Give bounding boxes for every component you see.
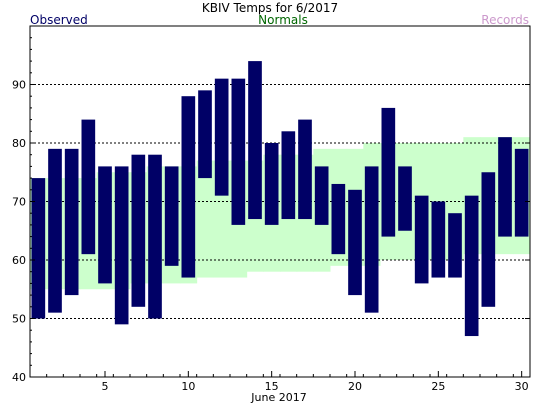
observed-bar-day-7 [131,154,146,307]
observed-bar-day-25 [431,201,446,278]
legend-observed: Observed [30,13,88,27]
chart-title: KBIV Temps for 6/2017 [202,1,338,15]
y-tick-label-70: 70 [12,196,26,209]
y-tick-label-60: 60 [12,254,26,267]
y-tick-label-50: 50 [12,313,26,326]
observed-bar-day-8 [148,154,162,319]
observed-bar-day-16 [281,131,296,220]
x-axis-label: June 2017 [250,391,306,404]
observed-bar-day-4 [81,119,96,255]
legend-records: Records [481,13,529,27]
observed-bar-day-26 [448,213,462,278]
observed-bar-day-17 [298,119,312,220]
observed-bar-day-27 [464,195,479,337]
y-tick-label-80: 80 [12,137,26,150]
observed-bar-day-1 [31,178,46,319]
observed-bar-day-28 [481,172,496,307]
normal-range-day-11 [196,160,214,278]
x-tick-label-10: 10 [181,380,195,393]
legend-normals: Normals [258,13,308,27]
observed-bar-day-2 [48,148,62,313]
observed-bar-day-23 [398,166,412,231]
observed-bar-day-21 [364,166,379,313]
observed-bar-day-19 [331,183,346,255]
gridlines [30,84,530,319]
observed-bar-day-15 [264,143,279,225]
x-tick-label-20: 20 [348,380,362,393]
observed-bar-day-30 [514,148,529,237]
observed-bar-day-6 [114,166,129,325]
observed-bar-day-20 [348,189,362,296]
observed-bar-day-3 [64,148,79,296]
observed-bar-day-13 [231,78,246,225]
observed-bar-day-29 [498,137,512,237]
observed-bar-day-22 [381,107,396,237]
observed-bar-day-10 [181,96,196,278]
y-tick-label-40: 40 [12,371,26,384]
y-axis: 40 50 60 70 80 90 [12,37,530,384]
x-axis: 5 10 15 20 25 30 [29,371,531,393]
x-tick-label-15: 15 [265,380,279,393]
x-tick-label-25: 25 [431,380,445,393]
observed-bar-day-14 [248,61,262,220]
observed-bar-day-9 [164,166,179,266]
observed-bar-day-24 [414,195,429,284]
observed-bar-day-5 [98,166,112,284]
observed-bar-day-12 [214,78,229,196]
observed-bar-day-18 [314,166,329,225]
observed-bar-day-11 [198,90,212,179]
x-tick-label-30: 30 [515,380,529,393]
x-tick-label-5: 5 [102,380,109,393]
observed-bars [31,61,529,337]
y-tick-label-90: 90 [12,79,26,92]
